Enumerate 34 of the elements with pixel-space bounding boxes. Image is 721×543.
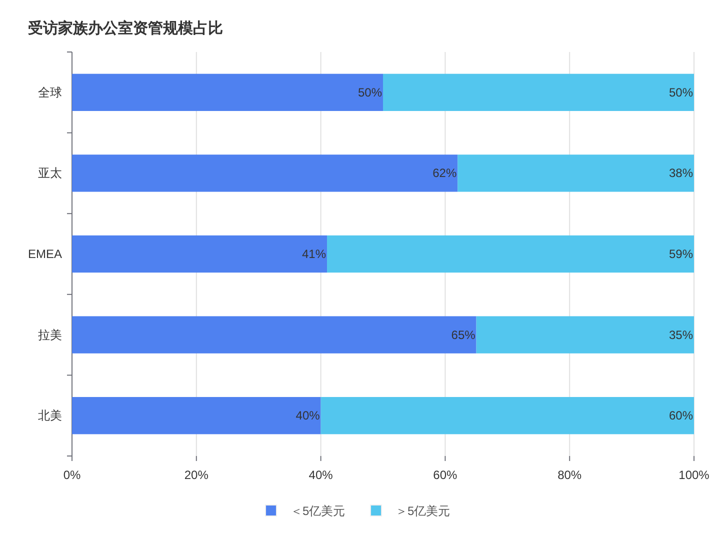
y-tick-label: 亚太 — [38, 166, 62, 180]
bar — [72, 316, 476, 354]
data-label: 50% — [668, 85, 694, 100]
x-tick-label: 100% — [678, 468, 710, 482]
bar — [320, 397, 694, 434]
data-label: 50% — [358, 85, 382, 100]
data-label: 41% — [302, 247, 326, 261]
y-tick-label: 拉美 — [38, 328, 62, 342]
y-tick-label: EMEA — [28, 247, 62, 261]
bar — [383, 74, 694, 111]
y-tick-label: 北美 — [38, 408, 62, 423]
bar — [72, 235, 328, 273]
data-label: 62% — [432, 166, 457, 180]
bar — [458, 154, 694, 192]
x-tick-label: 60% — [433, 468, 458, 482]
legend-label: ＜5亿美元 — [290, 504, 346, 518]
data-label: 60% — [668, 408, 694, 423]
data-label: 65% — [451, 328, 476, 342]
bar — [72, 154, 458, 192]
y-tick-label: 全球 — [38, 85, 62, 100]
bar — [72, 397, 321, 434]
legend-label: ＞5亿美元 — [396, 504, 450, 518]
data-label: 59% — [668, 247, 694, 261]
data-label: 35% — [668, 328, 694, 342]
x-tick-label: 20% — [184, 468, 209, 482]
x-tick-label: 80% — [558, 468, 582, 482]
data-label: 38% — [668, 166, 694, 180]
data-label: 40% — [296, 408, 320, 423]
x-tick-label: 0% — [63, 468, 81, 482]
bar — [72, 74, 383, 111]
chart-title: 受访家族办公室资管规模占比 — [27, 19, 223, 37]
bar — [327, 235, 694, 273]
bar — [476, 316, 694, 354]
x-tick-label: 40% — [308, 468, 334, 482]
